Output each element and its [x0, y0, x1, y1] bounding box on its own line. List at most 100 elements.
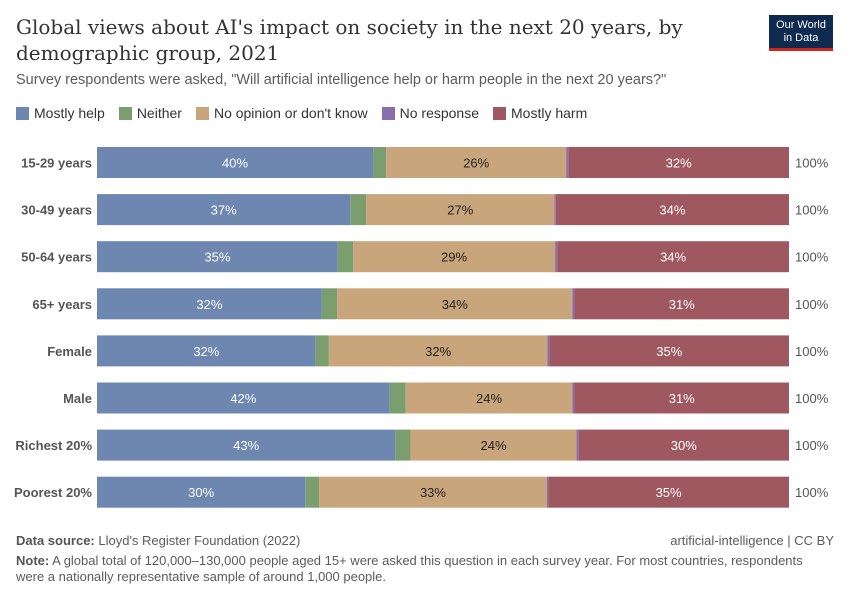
total-label: 100% [795, 485, 829, 500]
legend-label: No response [399, 105, 480, 121]
note-text: A global total of 120,000–130,000 people… [16, 553, 803, 584]
data-label: 31% [669, 297, 695, 312]
data-label: 35% [656, 485, 682, 500]
bar-segment[interactable] [337, 241, 354, 273]
bar-segment[interactable] [97, 288, 322, 320]
bar-segment[interactable] [576, 429, 579, 461]
bar-segment[interactable] [328, 335, 548, 367]
data-label: 34% [660, 250, 686, 265]
bar-segment[interactable] [574, 382, 789, 414]
data-label: 40% [222, 156, 248, 171]
bar-segment[interactable] [373, 147, 387, 178]
data-label: 35% [204, 250, 230, 265]
note: Note: A global total of 120,000–130,000 … [16, 553, 816, 585]
data-label: 32% [666, 156, 692, 171]
data-label: 32% [196, 297, 222, 312]
data-label: 32% [193, 344, 219, 359]
bar-segment[interactable] [549, 335, 789, 367]
category-label: 30-49 years [21, 203, 92, 218]
total-label: 100% [795, 344, 829, 359]
bar-segment[interactable] [321, 288, 338, 320]
data-label: 27% [447, 203, 473, 218]
data-label: 34% [442, 297, 468, 312]
bar-segment[interactable] [319, 476, 547, 508]
legend-swatch [16, 106, 29, 120]
bar-segment[interactable] [386, 147, 567, 178]
bar-segment[interactable] [572, 382, 575, 414]
bar-segment[interactable] [566, 147, 569, 178]
legend: Mostly help Neither No opinion or don't kn… [16, 105, 587, 121]
legend-swatch [195, 106, 209, 120]
bar-segment[interactable] [554, 194, 556, 226]
data-label: 33% [420, 485, 446, 500]
bar-segment[interactable] [305, 476, 320, 508]
bar-segment[interactable] [97, 382, 390, 414]
bar-segment[interactable] [315, 335, 329, 367]
category-label: Poorest 20% [14, 485, 92, 500]
note-label: Note: [16, 553, 50, 568]
category-label: 65+ years [32, 297, 92, 312]
source-text: Lloyd's Register Foundation (2022) [98, 533, 301, 548]
bar-segment[interactable] [572, 288, 575, 320]
legend-label: Neither [136, 105, 182, 121]
legend-label: Mostly help [34, 105, 105, 121]
legend-item[interactable]: Mostly help [16, 105, 105, 121]
category-label: 15-29 years [21, 156, 92, 171]
data-label: 26% [463, 156, 489, 171]
bar-segment[interactable] [97, 147, 374, 178]
category-label: Female [47, 344, 92, 359]
bar-segment[interactable] [574, 288, 789, 320]
total-label: 100% [795, 250, 829, 265]
data-source: Data source: Lloyd's Register Foundation… [16, 533, 300, 548]
stacked-bar-chart: 15-29 years 40% 26% 32% 100% 30-49 years 37% 27… [14, 147, 829, 508]
slug-license[interactable]: artificial-intelligence | CC BY [670, 533, 834, 548]
legend-label: No opinion or don't know [213, 105, 368, 121]
category-label: Richest 20% [15, 438, 92, 453]
bar-segment[interactable] [350, 194, 367, 226]
legend-item[interactable]: Neither [118, 105, 182, 121]
category-label: 50-64 years [21, 250, 92, 265]
data-label: 35% [656, 344, 682, 359]
data-label: 32% [425, 344, 451, 359]
bar-segment[interactable] [568, 147, 789, 178]
total-label: 100% [795, 156, 829, 171]
total-label: 100% [795, 391, 829, 406]
data-label: 31% [669, 391, 695, 406]
total-label: 100% [795, 297, 829, 312]
bar-segment[interactable] [97, 194, 351, 226]
bar-segment[interactable] [97, 241, 338, 273]
legend-item[interactable]: Mostly harm [493, 105, 587, 121]
data-label: 24% [481, 438, 507, 453]
bar-segment[interactable] [410, 429, 577, 461]
bar-segment[interactable] [578, 429, 789, 461]
legend-item[interactable]: No response [381, 105, 480, 121]
legend-label: Mostly harm [511, 105, 588, 121]
category-label: Male [63, 391, 92, 406]
bar-segment[interactable] [555, 194, 789, 226]
legend-swatch [493, 106, 507, 120]
data-label: 42% [230, 391, 256, 406]
bar-segment[interactable] [353, 241, 556, 273]
bar-segment[interactable] [97, 476, 306, 508]
bar-segment[interactable] [97, 429, 396, 461]
chart-title: Global views about AI's impact on societ… [16, 15, 683, 65]
bar-segment[interactable] [547, 335, 550, 367]
bar-segment[interactable] [389, 382, 406, 414]
bar-segment[interactable] [548, 476, 789, 508]
data-label: 37% [211, 203, 237, 218]
bar-segment[interactable] [405, 382, 573, 414]
bar-segment[interactable] [97, 335, 316, 367]
bar-segment[interactable] [366, 194, 555, 226]
bar-segment[interactable] [546, 476, 549, 508]
bar-segment[interactable] [555, 241, 558, 273]
data-label: 34% [659, 203, 685, 218]
bar-segment[interactable] [337, 288, 573, 320]
owid-logo[interactable]: Our World in Data [769, 15, 833, 51]
legend-item[interactable]: No opinion or don't know [195, 105, 368, 121]
total-label: 100% [795, 438, 829, 453]
bar-segment[interactable] [557, 241, 789, 273]
chart-subtitle: Survey respondents were asked, "Will art… [16, 72, 667, 88]
data-label: 29% [441, 250, 467, 265]
bar-segment[interactable] [395, 429, 411, 461]
total-label: 100% [795, 203, 829, 218]
